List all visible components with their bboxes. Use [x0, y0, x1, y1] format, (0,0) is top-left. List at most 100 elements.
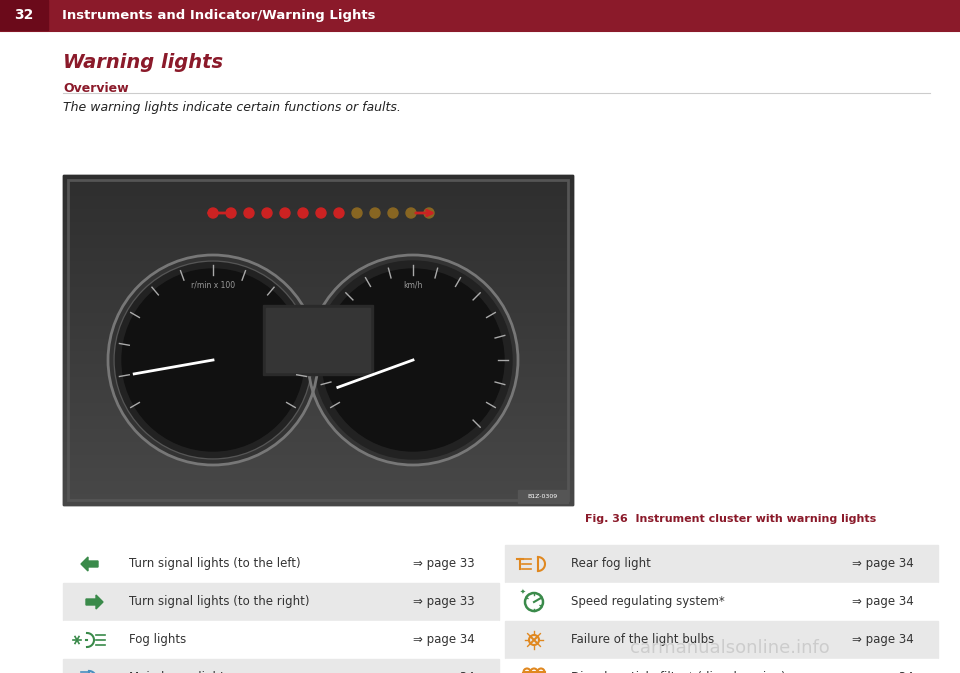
Bar: [63, 183, 573, 184]
Bar: [63, 277, 573, 278]
Bar: [63, 249, 573, 250]
Bar: [63, 427, 573, 428]
Bar: [63, 252, 573, 253]
Bar: [63, 369, 573, 370]
Bar: [63, 496, 573, 497]
Bar: [63, 371, 573, 372]
Bar: [63, 355, 573, 356]
Bar: [63, 332, 573, 333]
Bar: [63, 325, 573, 326]
Bar: [63, 373, 573, 374]
Bar: [63, 424, 573, 425]
Circle shape: [388, 208, 398, 218]
Bar: [63, 244, 573, 245]
Bar: [63, 182, 573, 183]
Bar: [63, 312, 573, 313]
Bar: [0, 0, 960, 30]
Bar: [63, 290, 573, 291]
Bar: [63, 340, 573, 341]
Bar: [63, 303, 573, 304]
Bar: [63, 478, 573, 479]
Text: The warning lights indicate certain functions or faults.: The warning lights indicate certain func…: [63, 102, 401, 114]
Text: Warning lights: Warning lights: [63, 52, 223, 71]
Bar: [63, 187, 573, 188]
Bar: [63, 418, 573, 419]
Text: carmanualsonline.info: carmanualsonline.info: [630, 639, 829, 657]
Bar: [63, 328, 573, 329]
Bar: [63, 545, 499, 582]
Bar: [505, 583, 938, 620]
Bar: [63, 387, 573, 388]
Bar: [63, 337, 573, 338]
Bar: [63, 451, 573, 452]
Bar: [63, 240, 573, 241]
Bar: [63, 344, 573, 345]
Bar: [63, 502, 573, 503]
Bar: [63, 492, 573, 493]
Bar: [63, 471, 573, 472]
Bar: [63, 197, 573, 198]
Bar: [63, 490, 573, 491]
Bar: [63, 209, 573, 210]
Bar: [63, 375, 573, 376]
Bar: [63, 374, 573, 375]
Bar: [63, 367, 573, 368]
Bar: [63, 300, 573, 301]
Bar: [63, 334, 573, 335]
Bar: [63, 298, 573, 299]
Bar: [63, 246, 573, 247]
Bar: [505, 621, 938, 658]
Bar: [63, 445, 573, 446]
Bar: [63, 459, 573, 460]
Bar: [63, 333, 573, 334]
Bar: [63, 193, 573, 194]
Bar: [63, 475, 573, 476]
Bar: [63, 267, 573, 268]
Bar: [63, 311, 573, 312]
Bar: [63, 270, 573, 271]
Bar: [63, 192, 573, 193]
Bar: [63, 317, 573, 318]
Bar: [63, 477, 573, 478]
Bar: [63, 370, 573, 371]
Bar: [63, 186, 573, 187]
Bar: [63, 376, 573, 377]
Bar: [63, 377, 573, 378]
Bar: [63, 659, 499, 673]
Bar: [63, 176, 573, 177]
Bar: [63, 286, 573, 287]
Bar: [63, 425, 573, 426]
Bar: [63, 305, 573, 306]
Bar: [63, 439, 573, 440]
Bar: [63, 479, 573, 480]
Text: Fig. 36  Instrument cluster with warning lights: Fig. 36 Instrument cluster with warning …: [585, 514, 876, 524]
Bar: [63, 480, 573, 481]
Bar: [63, 474, 573, 475]
Bar: [63, 621, 499, 658]
Bar: [63, 279, 573, 280]
Bar: [63, 190, 573, 191]
Bar: [63, 297, 573, 298]
Circle shape: [334, 208, 344, 218]
Bar: [63, 215, 573, 216]
Bar: [63, 443, 573, 444]
Bar: [63, 294, 573, 295]
Bar: [63, 463, 573, 464]
Text: ⇒ page 33: ⇒ page 33: [413, 557, 475, 571]
Bar: [63, 284, 573, 285]
Bar: [63, 323, 573, 324]
Bar: [63, 456, 573, 457]
Bar: [63, 351, 573, 352]
Bar: [63, 199, 573, 200]
Bar: [63, 398, 573, 399]
Bar: [63, 329, 573, 330]
Bar: [63, 428, 573, 429]
Bar: [63, 436, 573, 437]
Bar: [63, 181, 573, 182]
Bar: [63, 409, 573, 410]
Bar: [63, 362, 573, 363]
Bar: [63, 205, 573, 206]
Bar: [505, 659, 938, 673]
Bar: [63, 304, 573, 305]
Bar: [63, 415, 573, 416]
